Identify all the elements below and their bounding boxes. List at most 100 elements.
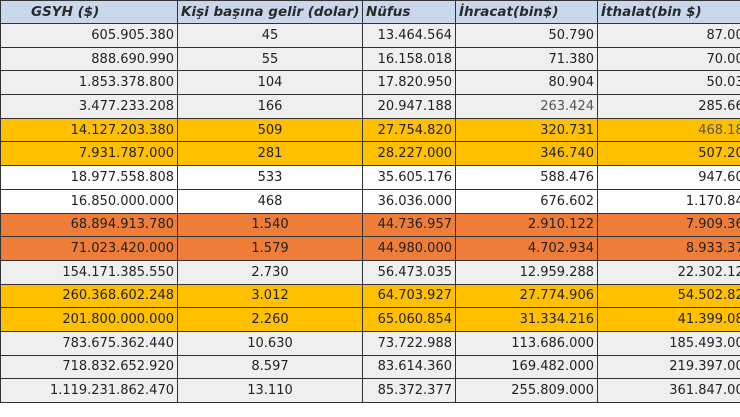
cell-exports[interactable]: 31.334.216 xyxy=(455,307,598,332)
cell-per-capita-income[interactable]: 13.110 xyxy=(177,378,363,403)
header-exports[interactable]: İhracat(bin$) xyxy=(455,0,598,24)
cell-exports[interactable]: 80.904 xyxy=(455,70,598,96)
cell-population[interactable]: 44.980.000 xyxy=(362,236,456,261)
cell-per-capita-income[interactable]: 1.540 xyxy=(177,212,363,238)
cell-per-capita-income[interactable]: 45 xyxy=(177,23,363,48)
cell-imports[interactable]: 54.502.821 xyxy=(597,283,740,309)
cell-population[interactable]: 28.227.000 xyxy=(362,141,456,167)
cell-population[interactable]: 83.614.360 xyxy=(362,354,456,380)
cell-gdp[interactable]: 154.171.385.550 xyxy=(0,259,178,285)
cell-exports[interactable]: 113.686.000 xyxy=(455,330,598,356)
cell-population[interactable]: 64.703.927 xyxy=(362,283,456,309)
cell-exports[interactable]: 263.424 xyxy=(455,94,598,119)
table-row: 71.023.420.000 1.579 44.980.000 4.702.934 8.… xyxy=(0,236,740,261)
cell-imports[interactable]: 50.035 xyxy=(597,70,740,96)
table-row: 18.977.558.80853335.605.176588.476947.60… xyxy=(0,165,740,190)
cell-population[interactable]: 35.605.176 xyxy=(362,165,456,190)
cell-exports[interactable]: 71.380 xyxy=(455,46,598,72)
cell-imports[interactable]: 70.000 xyxy=(597,46,740,72)
cell-per-capita-income[interactable]: 3.012 xyxy=(177,283,363,309)
cell-population[interactable]: 17.820.950 xyxy=(362,70,456,96)
cell-exports[interactable]: 2.910.122 xyxy=(455,212,598,238)
table-row: 14.127.203.38050927.754.820320.731468.18… xyxy=(0,117,740,143)
cell-gdp[interactable]: 718.832.652.920 xyxy=(0,354,178,380)
cell-gdp[interactable]: 888.690.990 xyxy=(0,46,178,72)
cell-population[interactable]: 36.036.000 xyxy=(362,188,456,214)
cell-per-capita-income[interactable]: 281 xyxy=(177,141,363,167)
cell-exports[interactable]: 676.602 xyxy=(455,188,598,214)
cell-exports[interactable]: 169.482.000 xyxy=(455,354,598,380)
cell-exports[interactable]: 320.731 xyxy=(455,117,598,143)
cell-exports[interactable]: 27.774.906 xyxy=(455,283,598,309)
cell-per-capita-income[interactable]: 8.597 xyxy=(177,354,363,380)
cell-population[interactable]: 56.473.035 xyxy=(362,259,456,285)
cell-gdp[interactable]: 7.931.787.000 xyxy=(0,141,178,167)
cell-population[interactable]: 44.736.957 xyxy=(362,212,456,238)
cell-population[interactable]: 20.947.188 xyxy=(362,94,456,119)
cell-per-capita-income[interactable]: 104 xyxy=(177,70,363,96)
cell-imports[interactable]: 87.000 xyxy=(597,23,740,48)
cell-imports[interactable]: 8.933.374 xyxy=(597,236,740,261)
cell-per-capita-income[interactable]: 468 xyxy=(177,188,363,214)
cell-imports[interactable]: 285.664 xyxy=(597,94,740,119)
cell-population[interactable]: 16.158.018 xyxy=(362,46,456,72)
table-row: 718.832.652.920 8.597 83.614.360 169.482.00… xyxy=(0,354,740,380)
cell-per-capita-income[interactable]: 509 xyxy=(177,117,363,143)
cell-per-capita-income[interactable]: 166 xyxy=(177,94,363,119)
cell-imports[interactable]: 468.180 xyxy=(597,117,740,143)
table-row: 260.368.602.248 3.012 64.703.927 27.774.906… xyxy=(0,283,740,309)
cell-population[interactable]: 65.060.854 xyxy=(362,307,456,332)
cell-gdp[interactable]: 18.977.558.808 xyxy=(0,165,178,190)
cell-gdp[interactable]: 68.894.913.780 xyxy=(0,212,178,238)
header-population[interactable]: Nüfus xyxy=(362,0,456,24)
cell-gdp[interactable]: 1.119.231.862.470 xyxy=(0,378,178,403)
header-per-capita-income[interactable]: Kişi başına gelir (dolar) xyxy=(177,0,363,24)
cell-per-capita-income[interactable]: 2.260 xyxy=(177,307,363,332)
cell-gdp[interactable]: 16.850.000.000 xyxy=(0,188,178,214)
cell-per-capita-income[interactable]: 10.630 xyxy=(177,330,363,356)
cell-population[interactable]: 13.464.564 xyxy=(362,23,456,48)
cell-gdp[interactable]: 605.905.380 xyxy=(0,23,178,48)
cell-population[interactable]: 73.722.988 xyxy=(362,330,456,356)
cell-imports[interactable]: 1.170.840 xyxy=(597,188,740,214)
cell-imports[interactable]: 361.847.000 xyxy=(597,378,740,403)
table-row: 1.119.231.862.470 13.110 85.372.377 255.809… xyxy=(0,378,740,403)
cell-gdp[interactable]: 14.127.203.380 xyxy=(0,117,178,143)
cell-imports[interactable]: 507.205 xyxy=(597,141,740,167)
cell-gdp[interactable]: 1.853.378.800 xyxy=(0,70,178,96)
cell-exports[interactable]: 588.476 xyxy=(455,165,598,190)
cell-exports[interactable]: 4.702.934 xyxy=(455,236,598,261)
cell-population[interactable]: 85.372.377 xyxy=(362,378,456,403)
cell-imports[interactable]: 22.302.126 xyxy=(597,259,740,285)
cell-exports[interactable]: 12.959.288 xyxy=(455,259,598,285)
cell-gdp[interactable]: 3.477.233.208 xyxy=(0,94,178,119)
cell-imports[interactable]: 947.604 xyxy=(597,165,740,190)
cell-exports[interactable]: 50.790 xyxy=(455,23,598,48)
table-row: 154.171.385.550 2.730 56.473.035 12.959.288… xyxy=(0,259,740,285)
table-row: 68.894.913.780 1.540 44.736.957 2.910.122 7.… xyxy=(0,212,740,238)
cell-per-capita-income[interactable]: 55 xyxy=(177,46,363,72)
cell-exports[interactable]: 255.809.000 xyxy=(455,378,598,403)
cell-gdp[interactable]: 201.800.000.000 xyxy=(0,307,178,332)
header-gdp[interactable]: GSYH ($) xyxy=(0,0,178,24)
cell-per-capita-income[interactable]: 2.730 xyxy=(177,259,363,285)
cell-gdp[interactable]: 783.675.362.440 xyxy=(0,330,178,356)
header-imports[interactable]: İthalat(bin $) xyxy=(597,0,740,24)
cell-exports[interactable]: 346.740 xyxy=(455,141,598,167)
economic-data-table: GSYH ($) Kişi başına gelir (dolar) Nüfus… xyxy=(0,0,740,403)
cell-per-capita-income[interactable]: 1.579 xyxy=(177,236,363,261)
cell-imports[interactable]: 219.397.000 xyxy=(597,354,740,380)
cell-imports[interactable]: 185.493.000 xyxy=(597,330,740,356)
cell-population[interactable]: 27.754.820 xyxy=(362,117,456,143)
cell-imports[interactable]: 7.909.364 xyxy=(597,212,740,238)
cell-gdp[interactable]: 71.023.420.000 xyxy=(0,236,178,261)
cell-per-capita-income[interactable]: 533 xyxy=(177,165,363,190)
cell-imports[interactable]: 41.399.083 xyxy=(597,307,740,332)
cell-gdp[interactable]: 260.368.602.248 xyxy=(0,283,178,309)
